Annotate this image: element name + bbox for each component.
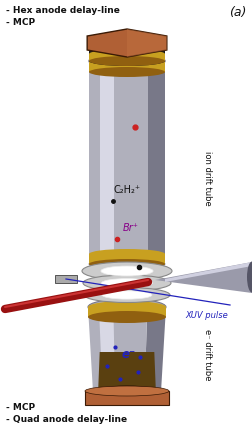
Polygon shape: [148, 62, 165, 264]
Ellipse shape: [101, 267, 153, 276]
Polygon shape: [85, 391, 169, 405]
Text: Br⁺: Br⁺: [123, 222, 139, 233]
Polygon shape: [89, 55, 165, 62]
Ellipse shape: [102, 279, 152, 288]
Ellipse shape: [89, 50, 165, 60]
Text: e⁻ drift tube: e⁻ drift tube: [204, 329, 212, 380]
Text: C₂H₂⁺: C₂H₂⁺: [113, 184, 141, 194]
Ellipse shape: [85, 386, 169, 396]
Text: ion drift tube: ion drift tube: [204, 150, 212, 205]
Text: XUV pulse: XUV pulse: [185, 311, 228, 320]
Polygon shape: [89, 47, 165, 62]
Polygon shape: [89, 62, 148, 264]
Ellipse shape: [102, 291, 152, 299]
Ellipse shape: [89, 57, 165, 67]
Ellipse shape: [89, 258, 165, 271]
Ellipse shape: [84, 288, 170, 303]
Text: (a): (a): [229, 6, 247, 18]
Text: - MCP: - MCP: [6, 402, 35, 412]
Polygon shape: [127, 30, 167, 58]
Ellipse shape: [89, 58, 165, 68]
Ellipse shape: [89, 259, 165, 269]
Ellipse shape: [247, 262, 252, 293]
Polygon shape: [145, 307, 166, 392]
Polygon shape: [87, 30, 167, 58]
Text: - Quad anode delay-line: - Quad anode delay-line: [6, 415, 127, 424]
Ellipse shape: [88, 301, 166, 313]
Ellipse shape: [93, 386, 161, 398]
Polygon shape: [89, 255, 165, 264]
Polygon shape: [88, 307, 166, 317]
Polygon shape: [88, 307, 147, 392]
Ellipse shape: [82, 262, 172, 280]
Ellipse shape: [89, 68, 165, 78]
Polygon shape: [99, 307, 115, 392]
Polygon shape: [55, 275, 77, 283]
Ellipse shape: [83, 275, 171, 291]
Polygon shape: [155, 262, 252, 293]
Polygon shape: [98, 352, 156, 392]
Polygon shape: [89, 63, 165, 73]
Ellipse shape: [88, 311, 166, 323]
Polygon shape: [100, 62, 114, 264]
Ellipse shape: [89, 249, 165, 259]
Text: - MCP: - MCP: [6, 18, 35, 26]
Text: e⁻: e⁻: [122, 348, 136, 361]
Ellipse shape: [89, 57, 165, 67]
Ellipse shape: [88, 299, 166, 315]
Ellipse shape: [89, 55, 165, 69]
Polygon shape: [165, 262, 252, 283]
Text: - Hex anode delay-line: - Hex anode delay-line: [6, 6, 120, 15]
